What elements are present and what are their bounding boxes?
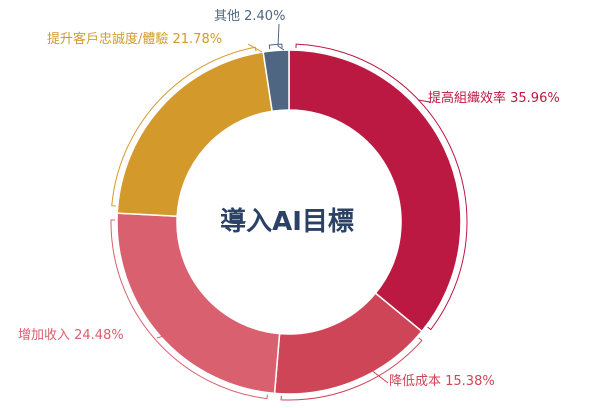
chart-title: 導入AI目標 <box>220 206 354 237</box>
leader-line <box>156 333 171 339</box>
slice-bracket <box>280 337 423 401</box>
slice-label: 降低成本 15.38% <box>389 374 495 389</box>
leader-line <box>247 43 263 53</box>
slice-bracket <box>111 46 257 207</box>
leader-line <box>347 351 389 384</box>
slice-label: 其他 2.40% <box>214 9 285 24</box>
slice-bracket <box>295 43 468 331</box>
slice-bracket <box>110 219 268 400</box>
slice-labels: 提高組織效率 35.96% 降低成本 15.38% 增加收入 24.48% 提升客戶忠… <box>18 9 560 389</box>
donut-slice <box>288 49 462 333</box>
slice-label: 提高組織效率 35.96% <box>428 90 560 106</box>
slice-bracket <box>268 43 283 50</box>
donut-slice <box>116 51 274 218</box>
slice-label: 提升客戶忠誠度/體驗 21.78% <box>47 31 222 47</box>
donut-slices <box>116 49 462 395</box>
donut-slice <box>262 49 290 113</box>
leader-line <box>277 23 285 51</box>
leader-line <box>417 99 431 103</box>
slice-label: 增加收入 24.48% <box>18 328 124 343</box>
donut-slice <box>116 212 281 395</box>
leader-lines <box>110 23 468 401</box>
